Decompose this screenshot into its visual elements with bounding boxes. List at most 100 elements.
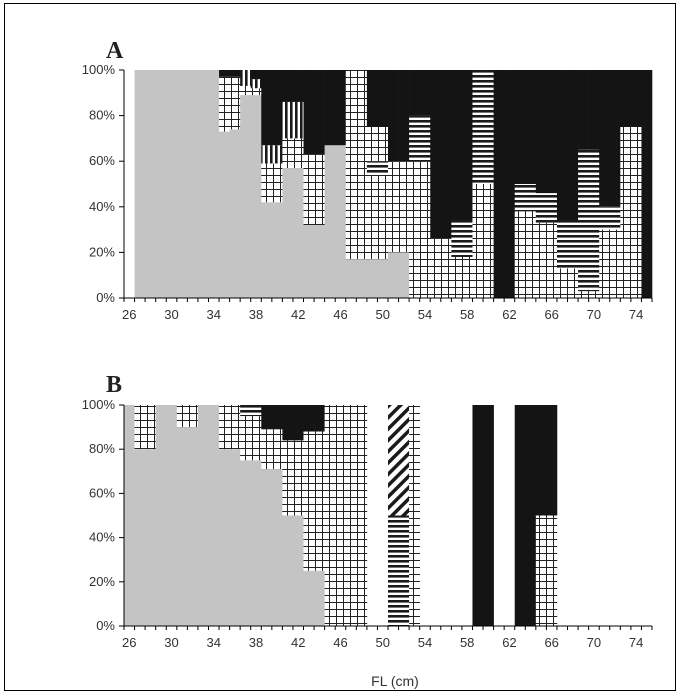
bar-segment-black [514,405,526,626]
bar-segment-diag [398,405,410,516]
x-tick-label: 34 [207,635,221,650]
x-tick-label: 62 [502,307,516,322]
x-tick-label: 30 [164,307,178,322]
bar-segment-black [588,70,600,150]
bar-segment-gray [282,168,294,298]
bar-segment-black [525,405,537,626]
bar-segment-gray [197,405,209,626]
bar-segment-black [578,70,589,150]
x-tick-label: 66 [544,635,558,650]
bar-segment-grid [219,76,230,132]
bar-segment-black [324,70,336,146]
x-tick-label: 46 [333,307,347,322]
bar-segment-black [493,70,505,298]
bar-segment-grid [282,440,294,516]
bar-segment-gray [134,449,146,626]
bar-segment-gray [155,405,167,626]
bar-segment-black [292,70,304,102]
bar-segment-hlines [556,220,568,269]
bar-segment-grid [556,268,568,298]
bar-segment-grid [451,256,463,298]
bar-segment-grid [303,431,315,571]
bar-segment-black [261,405,273,430]
bar-segment-hlines [525,184,537,212]
bar-segment-gray [314,570,325,626]
bar-segment-black [314,70,325,155]
bar-segment-black [388,70,399,162]
bar-segment-hlines [483,70,494,184]
bar-segment-grid [409,405,420,626]
bar-segment-gray [250,460,262,626]
bar-segment-black [219,70,230,77]
bar-segment-gray [176,427,188,626]
bar-segment-gray [145,70,156,298]
panel-a: A 0% 20% 40% 60% 80% 100% 26 30 34 38 42 46 50 54 58 62 6… [82,38,653,322]
bar-segment-black [303,405,315,432]
x-tick-label: 54 [418,307,432,322]
bar-segment-black [430,70,442,239]
bar-segment-grid [345,70,357,260]
bar-segment-gray [398,252,410,298]
x-tick-label: 46 [333,635,347,650]
bar-segment-grid [609,229,621,298]
bar-segment-grid [145,405,156,450]
bar-segment-vlines [271,145,283,164]
bar-segment-black [451,70,463,221]
bar-segment-gray [271,469,283,626]
bar-segment-gray [345,259,357,298]
bar-segment-grid [356,405,368,626]
bar-segment-grid [271,429,283,470]
bar-segment-hlines [578,149,589,292]
bar-segment-gray [219,449,230,626]
bar-segment-gray [388,252,399,298]
x-tick-label: 50 [375,307,389,322]
x-tick-label: 58 [460,635,474,650]
panel-b: B 0% 20% 40% 60% 80% 100% 26 30 34 38 42 46 50 54 58 62 6… [82,372,653,650]
bar-segment-gray [303,570,315,626]
x-tick-label: 34 [207,307,221,322]
bar-segment-gray [303,225,315,298]
bar-segment-vlines [282,101,294,139]
bar-segment-gray [366,259,378,298]
bar-segment-grid [535,222,547,298]
bar-segment-grid [219,405,230,450]
y-tick-label: 100% [82,62,116,77]
bar-segment-gray [145,449,156,626]
x-tick-label: 58 [460,307,474,322]
bar-segment-grid [345,405,357,626]
bar-segment-gray [356,259,368,298]
bar-segment-black [599,70,611,207]
bar-segment-grid [620,127,632,298]
bar-segment-grid [366,174,378,260]
bar-segment-black [504,70,516,298]
bar-segment-grid [250,88,262,96]
bar-segment-gray [271,202,283,298]
bar-segment-hlines [250,405,262,417]
bar-segment-vlines [250,79,262,89]
bar-segment-black [419,70,431,116]
bar-segment-grid [366,127,378,162]
bar-segment-black [314,405,325,432]
bar-segment-grid [314,431,325,571]
bar-segment-hlines [514,184,526,212]
bar-segment-gray [124,405,135,626]
bar-segment-grid [261,163,273,203]
bar-segment-gray [166,70,178,298]
bar-segment-black [335,70,347,146]
bar-segment-grid [324,405,336,626]
bar-segment-hlines [451,220,463,257]
panel-label: A [106,38,124,64]
y-tick-label: 0% [96,290,115,305]
y-tick-label: 20% [89,574,115,589]
bar-segment-gray [261,202,273,298]
bar-segment-black [609,70,621,207]
bar-segment-vlines [292,101,304,139]
bar-segment-gray [166,405,178,626]
x-tick-label: 42 [291,635,305,650]
bar-segment-grid [229,76,241,130]
bar-segment-gray [134,70,146,298]
bar-segment-grid [282,138,294,169]
bar-segment-hlines [388,515,399,626]
bar-segment-gray [240,460,252,626]
